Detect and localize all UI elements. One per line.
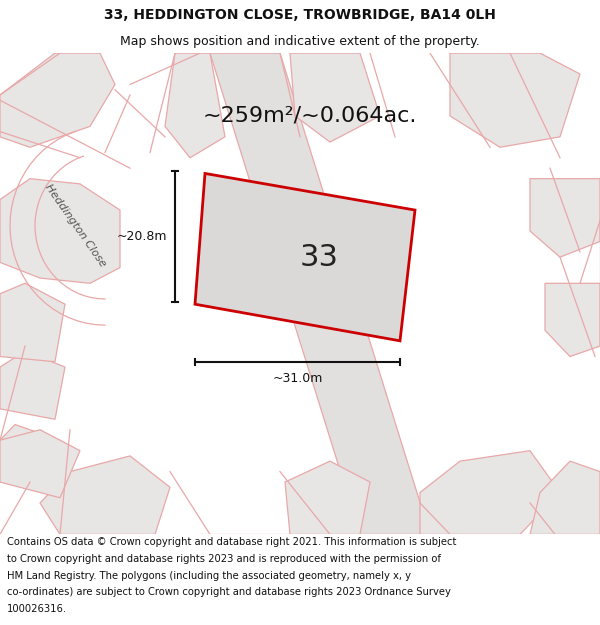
Text: 100026316.: 100026316. — [7, 604, 67, 614]
Text: ~259m²/~0.064ac.: ~259m²/~0.064ac. — [203, 106, 417, 126]
Text: Map shows position and indicative extent of the property.: Map shows position and indicative extent… — [120, 35, 480, 48]
Polygon shape — [40, 456, 170, 534]
Text: to Crown copyright and database rights 2023 and is reproduced with the permissio: to Crown copyright and database rights 2… — [7, 554, 441, 564]
Polygon shape — [450, 53, 580, 148]
Text: 33, HEDDINGTON CLOSE, TROWBRIDGE, BA14 0LH: 33, HEDDINGTON CLOSE, TROWBRIDGE, BA14 0… — [104, 8, 496, 22]
Polygon shape — [420, 451, 560, 534]
Polygon shape — [195, 173, 415, 341]
Polygon shape — [290, 53, 380, 142]
Polygon shape — [0, 179, 120, 283]
Polygon shape — [530, 179, 600, 257]
Polygon shape — [530, 461, 600, 534]
Text: co-ordinates) are subject to Crown copyright and database rights 2023 Ordnance S: co-ordinates) are subject to Crown copyr… — [7, 588, 451, 598]
Text: Contains OS data © Crown copyright and database right 2021. This information is : Contains OS data © Crown copyright and d… — [7, 537, 457, 547]
Polygon shape — [0, 424, 60, 488]
Polygon shape — [0, 430, 80, 498]
Polygon shape — [545, 283, 600, 356]
Text: 33: 33 — [299, 242, 338, 272]
Text: Heddington Close: Heddington Close — [43, 182, 107, 269]
Polygon shape — [285, 461, 370, 534]
Polygon shape — [210, 53, 430, 534]
Polygon shape — [0, 53, 115, 148]
Polygon shape — [0, 283, 65, 362]
Text: ~31.0m: ~31.0m — [272, 372, 323, 385]
Polygon shape — [0, 351, 65, 419]
Text: ~20.8m: ~20.8m — [116, 230, 167, 243]
Polygon shape — [165, 53, 225, 158]
Text: HM Land Registry. The polygons (including the associated geometry, namely x, y: HM Land Registry. The polygons (includin… — [7, 571, 411, 581]
